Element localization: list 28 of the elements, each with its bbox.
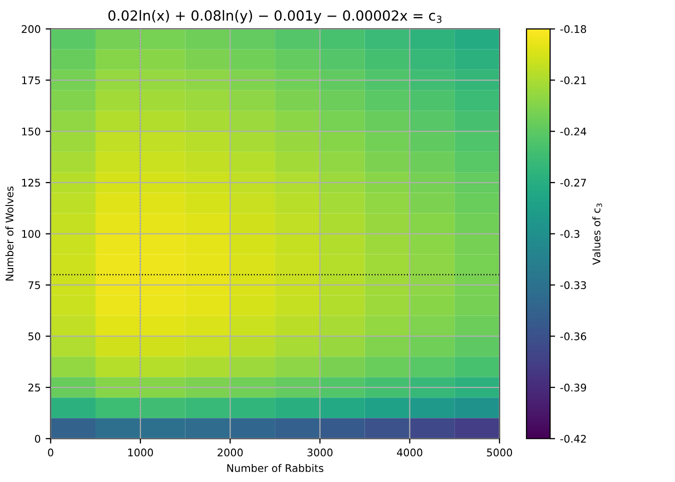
y-tick-label: 0 xyxy=(34,434,40,443)
x-tick-label: 5000 xyxy=(487,448,512,456)
color-bar-label: -0.18 xyxy=(560,25,586,34)
x-axis-title: Number of Rabbits xyxy=(227,464,324,472)
x-tick-label: 0 xyxy=(48,448,54,456)
color-bar-label: -0.3 xyxy=(560,230,580,238)
color-bar-label: -0.27 xyxy=(560,178,586,187)
y-tick-label: 25 xyxy=(28,384,40,392)
x-tick-label: 4000 xyxy=(396,448,422,456)
y-tick-label: 50 xyxy=(28,332,40,340)
color-bar-label: -0.33 xyxy=(560,281,586,290)
y-tick-label: 175 xyxy=(22,76,40,84)
x-tick-label: 3000 xyxy=(307,448,333,456)
y-tick-label: 200 xyxy=(22,25,40,34)
y-tick-label: 150 xyxy=(22,128,40,136)
x-tick-label: 2000 xyxy=(218,448,243,456)
color-bar-label: -0.39 xyxy=(560,384,586,392)
color-bar-label: -0.36 xyxy=(560,332,586,340)
color-bar-label: -0.21 xyxy=(560,76,586,84)
color-bar-label: -0.42 xyxy=(560,434,586,443)
x-tick-label: 1000 xyxy=(128,448,153,456)
color-bar-label: -0.24 xyxy=(560,128,586,136)
color-bar-title: Values of c$_{3}$ xyxy=(592,204,602,265)
y-tick-label: 100 xyxy=(22,230,40,238)
chart-title: 0.02ln(x) + 0.08ln(y) − 0.001y − 0.00002x = c$_{3}$ xyxy=(108,10,442,24)
y-tick-label: 125 xyxy=(22,178,40,187)
y-axis-title: Number of Wolves xyxy=(5,186,14,280)
y-tick-label: 75 xyxy=(28,281,40,290)
